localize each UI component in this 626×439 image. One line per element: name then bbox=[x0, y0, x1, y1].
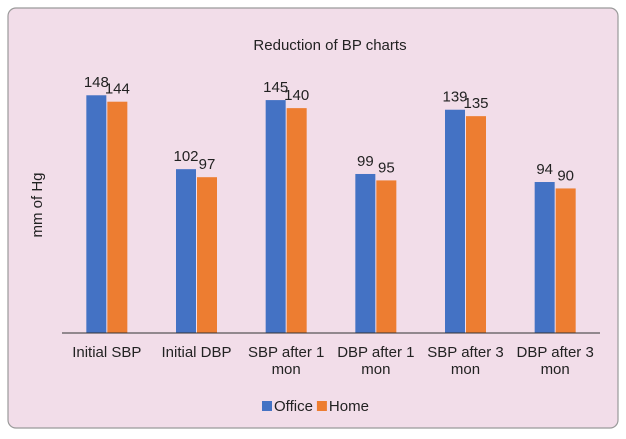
bar bbox=[534, 182, 555, 333]
legend-label: Home bbox=[329, 398, 369, 415]
x-tick-label: SBP after 1 mon bbox=[248, 344, 324, 378]
y-axis-label: mm of Hg bbox=[29, 172, 46, 237]
data-label: 95 bbox=[378, 159, 395, 176]
x-tick-label: Initial DBP bbox=[161, 344, 231, 361]
bar bbox=[286, 108, 307, 333]
bar bbox=[355, 173, 376, 333]
data-label: 145 bbox=[263, 79, 288, 96]
bar bbox=[107, 101, 128, 333]
bar bbox=[176, 169, 196, 333]
x-tick-label: SBP after 3 mon bbox=[427, 344, 503, 378]
data-label: 139 bbox=[442, 89, 467, 106]
data-label: 148 bbox=[84, 74, 109, 91]
x-tick-label: DBP after 3 mon bbox=[517, 344, 594, 378]
bar bbox=[466, 116, 486, 333]
data-label: 140 bbox=[284, 87, 309, 104]
data-label: 94 bbox=[536, 161, 553, 178]
bar bbox=[445, 109, 465, 333]
x-tick-label: Initial SBP bbox=[72, 344, 141, 361]
chart-area bbox=[7, 7, 619, 429]
data-label: 97 bbox=[199, 156, 216, 173]
bar bbox=[376, 180, 397, 333]
chart-title: Reduction of BP charts bbox=[253, 37, 406, 54]
bar bbox=[197, 177, 217, 333]
data-label: 102 bbox=[173, 148, 198, 165]
legend-swatch bbox=[316, 401, 327, 411]
data-label: 99 bbox=[357, 153, 374, 170]
legend-swatch bbox=[262, 401, 272, 411]
bar bbox=[265, 100, 286, 333]
bar bbox=[86, 95, 107, 334]
data-label: 135 bbox=[463, 95, 488, 112]
data-label: 90 bbox=[557, 167, 574, 184]
data-label: 144 bbox=[105, 81, 130, 98]
legend-label: Office bbox=[274, 398, 313, 415]
x-tick-label: DBP after 1 mon bbox=[337, 344, 414, 378]
bar bbox=[555, 188, 576, 333]
